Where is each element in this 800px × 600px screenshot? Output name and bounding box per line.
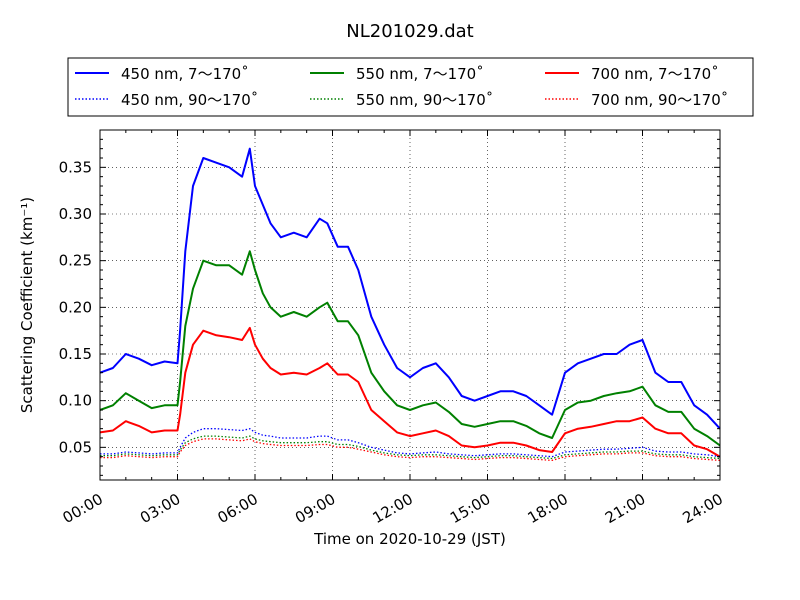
x-tick-label: 15:00 [447, 490, 493, 527]
x-tick-label: 12:00 [370, 490, 416, 527]
y-tick-label: 0.05 [59, 438, 92, 456]
y-tick-label: 0.25 [59, 252, 92, 270]
y-tick-label: 0.15 [59, 345, 92, 363]
series-line-3 [100, 428, 721, 458]
legend-label-4: 550 nm, 90～170˚ [356, 91, 493, 109]
series-line-2 [99, 326, 721, 458]
legend: 450 nm, 7～170˚ 550 nm, 7～170˚ 700 nm, 7～17… [67, 57, 754, 117]
x-tick-label: 24:00 [680, 490, 726, 527]
y-tick-label: 0.35 [59, 158, 92, 176]
series-line-1 [99, 250, 721, 447]
x-tick-label: 03:00 [137, 490, 183, 527]
series-line-5 [100, 438, 721, 462]
y-tick-label: 0.20 [59, 298, 92, 316]
legend-label-5: 700 nm, 90～170˚ [591, 91, 728, 109]
x-tick-label: 00:00 [60, 490, 106, 527]
x-axis-label: Time on 2020-10-29 (JST) [313, 530, 506, 548]
legend-label-3: 450 nm, 90～170˚ [121, 91, 258, 109]
x-tick-label: 21:00 [602, 490, 648, 527]
y-tick-label: 0.10 [59, 392, 92, 410]
x-tick-label: 06:00 [215, 490, 261, 527]
x-tick-label: 09:00 [292, 490, 338, 527]
series-lines [99, 147, 721, 462]
chart-title: NL201029.dat [346, 21, 473, 42]
series-line-4 [100, 435, 721, 460]
series-line-0 [99, 147, 721, 430]
y-tick-label: 0.30 [59, 205, 92, 223]
y-axis-label: Scattering Coefficient (km⁻¹) [18, 197, 36, 413]
grid-lines [100, 130, 720, 480]
legend-label-2: 700 nm, 7～170˚ [591, 65, 719, 83]
legend-box [67, 57, 754, 117]
axis-ticks: 00:00 03:00 06:00 09:00 12:00 15:00 18:00 21:00… [59, 130, 726, 527]
legend-label-0: 450 nm, 7～170˚ [121, 65, 249, 83]
legend-label-1: 550 nm, 7～170˚ [356, 65, 484, 83]
x-tick-label: 18:00 [525, 490, 571, 527]
